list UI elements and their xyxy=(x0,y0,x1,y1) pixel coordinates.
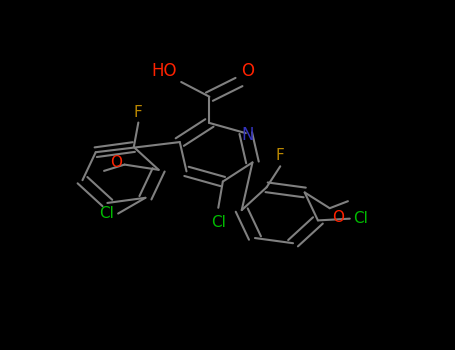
Text: F: F xyxy=(276,148,285,163)
Text: O: O xyxy=(241,62,254,80)
Text: O: O xyxy=(110,155,122,170)
Text: F: F xyxy=(134,105,143,120)
Text: Cl: Cl xyxy=(211,215,226,230)
Text: N: N xyxy=(242,126,254,144)
Text: O: O xyxy=(332,210,344,225)
Text: Cl: Cl xyxy=(99,206,114,221)
Text: Cl: Cl xyxy=(354,211,368,226)
Text: HO: HO xyxy=(151,62,177,80)
